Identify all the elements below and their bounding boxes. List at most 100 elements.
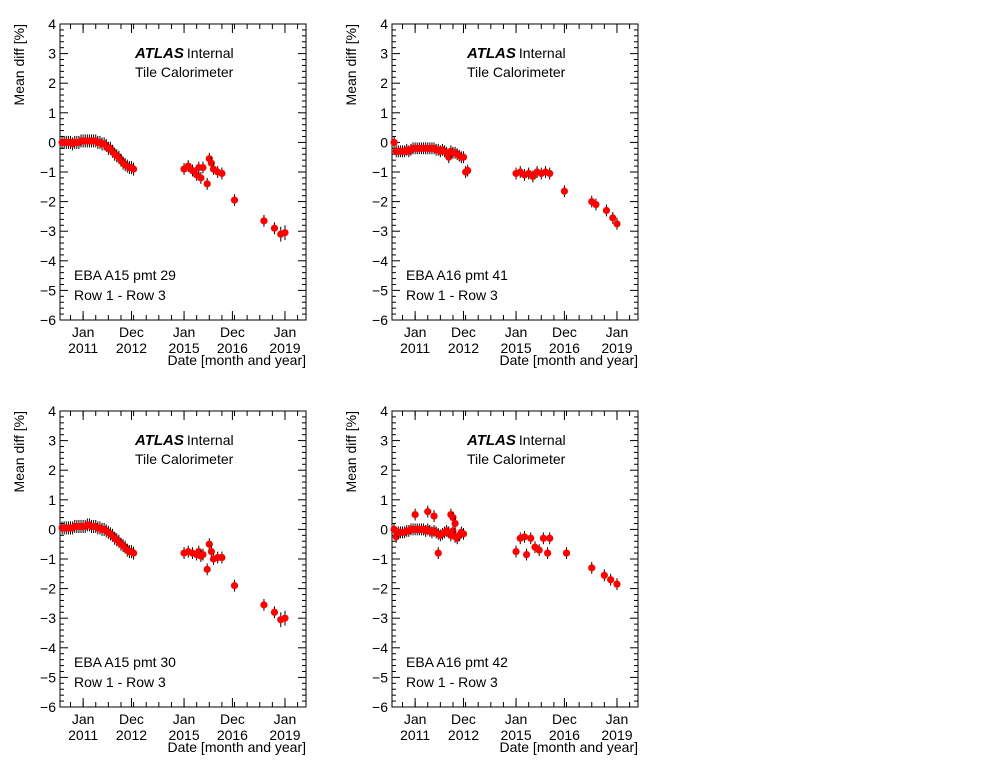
x-tick-year: 2019 — [601, 340, 632, 356]
data-point — [430, 512, 438, 520]
data-point — [199, 163, 207, 172]
x-tick-year: 2019 — [269, 727, 300, 743]
data-point — [602, 206, 611, 215]
y-tick-label: 2 — [380, 75, 388, 91]
y-tick-label: −1 — [40, 164, 56, 180]
y-tick-label: −4 — [372, 253, 388, 269]
atlas-status: Internal — [187, 432, 234, 448]
data-point — [129, 549, 138, 557]
y-tick-label: 0 — [380, 134, 388, 150]
y-axis-title: Mean diff [%] — [11, 24, 27, 105]
y-tick-label: −2 — [372, 194, 388, 210]
x-tick-year: 2015 — [168, 340, 199, 356]
x-axis-title: Date [month and year] — [167, 352, 306, 368]
data-point — [390, 138, 398, 146]
y-tick-label: −1 — [40, 551, 56, 567]
subtitle: Tile Calorimeter — [135, 64, 234, 80]
y-tick-label: −3 — [372, 610, 388, 626]
x-tick-year: 2019 — [269, 340, 300, 356]
x-tick-year: 2015 — [168, 727, 199, 743]
atlas-status: Internal — [519, 432, 566, 448]
y-tick-label: −6 — [40, 312, 56, 328]
chart-panel-1: 43210−1−2−3−4−5−6Jan2011Dec2012Jan2015De… — [11, 16, 307, 368]
data-point — [607, 576, 615, 584]
data-point — [613, 580, 621, 588]
y-tick-label: 4 — [48, 403, 56, 419]
atlas-label: ATLAS — [134, 432, 184, 449]
data-point — [527, 534, 535, 542]
x-axis-title: Date [month and year] — [499, 352, 638, 368]
data-point — [230, 582, 239, 590]
chart-panel-4: 43210−1−2−3−4−5−6Jan2011Dec2012Jan2015De… — [343, 403, 639, 755]
data-point — [543, 549, 552, 557]
x-tick-month: Jan — [505, 711, 528, 727]
x-tick-year: 2016 — [217, 340, 248, 356]
y-tick-label: −1 — [372, 551, 388, 567]
channel-label: EBA A16 pmt 42 — [406, 654, 508, 670]
y-tick-label: 0 — [380, 521, 388, 537]
y-axis-title: Mean diff [%] — [343, 24, 359, 105]
data-point — [613, 220, 621, 228]
x-tick-year: 2012 — [448, 340, 479, 356]
x-tick-month: Dec — [119, 324, 144, 340]
x-tick-month: Jan — [606, 324, 629, 340]
x-tick-month: Dec — [451, 711, 476, 727]
data-point — [218, 169, 226, 178]
y-tick-label: 3 — [380, 46, 388, 62]
data-point — [600, 571, 608, 579]
data-point — [539, 534, 547, 542]
x-tick-year: 2016 — [549, 727, 580, 743]
x-tick-month: Dec — [451, 324, 476, 340]
y-tick-label: −2 — [372, 581, 388, 597]
x-tick-month: Jan — [505, 324, 528, 340]
y-tick-label: 2 — [48, 462, 56, 478]
data-point — [609, 214, 617, 222]
data-point — [434, 549, 442, 557]
y-tick-label: 2 — [380, 462, 388, 478]
data-point — [203, 180, 211, 188]
x-tick-month: Jan — [606, 711, 629, 727]
data-point — [512, 548, 520, 556]
x-tick-month: Jan — [72, 324, 95, 340]
data-point — [197, 174, 205, 182]
y-tick-label: −6 — [372, 699, 388, 715]
x-tick-month: Jan — [173, 711, 196, 727]
y-tick-label: −2 — [40, 581, 56, 597]
x-tick-year: 2016 — [549, 340, 580, 356]
y-tick-label: 0 — [48, 521, 56, 537]
data-point — [218, 553, 226, 562]
data-point — [522, 550, 531, 559]
y-tick-label: −5 — [372, 282, 388, 298]
subtitle: Tile Calorimeter — [135, 451, 234, 467]
data-point — [411, 510, 419, 519]
x-tick-month: Jan — [72, 711, 95, 727]
atlas-header: ATLAS Internal — [466, 432, 566, 449]
y-tick-label: 1 — [48, 492, 56, 508]
data-point — [546, 169, 554, 178]
data-point — [459, 153, 468, 161]
data-point — [464, 166, 472, 175]
data-point — [546, 534, 554, 542]
x-tick-year: 2015 — [500, 340, 531, 356]
x-tick-year: 2011 — [68, 727, 98, 743]
row-label: Row 1 - Row 3 — [406, 674, 498, 690]
data-point — [260, 217, 268, 225]
subtitle: Tile Calorimeter — [467, 451, 566, 467]
y-axis-title: Mean diff [%] — [11, 411, 27, 492]
y-tick-label: 3 — [48, 433, 56, 449]
y-tick-label: 3 — [48, 46, 56, 62]
y-tick-label: −1 — [372, 164, 388, 180]
atlas-label: ATLAS — [134, 45, 184, 62]
x-tick-month: Jan — [274, 324, 297, 340]
x-tick-year: 2011 — [68, 340, 98, 356]
x-tick-month: Dec — [119, 711, 144, 727]
x-tick-year: 2011 — [400, 727, 430, 743]
x-tick-month: Dec — [552, 711, 577, 727]
data-point — [203, 565, 211, 573]
row-label: Row 1 - Row 3 — [74, 674, 166, 690]
y-tick-label: −3 — [40, 223, 56, 239]
y-tick-label: −3 — [372, 223, 388, 239]
y-tick-label: −6 — [40, 699, 56, 715]
atlas-status: Internal — [187, 45, 234, 61]
data-point — [281, 614, 289, 622]
